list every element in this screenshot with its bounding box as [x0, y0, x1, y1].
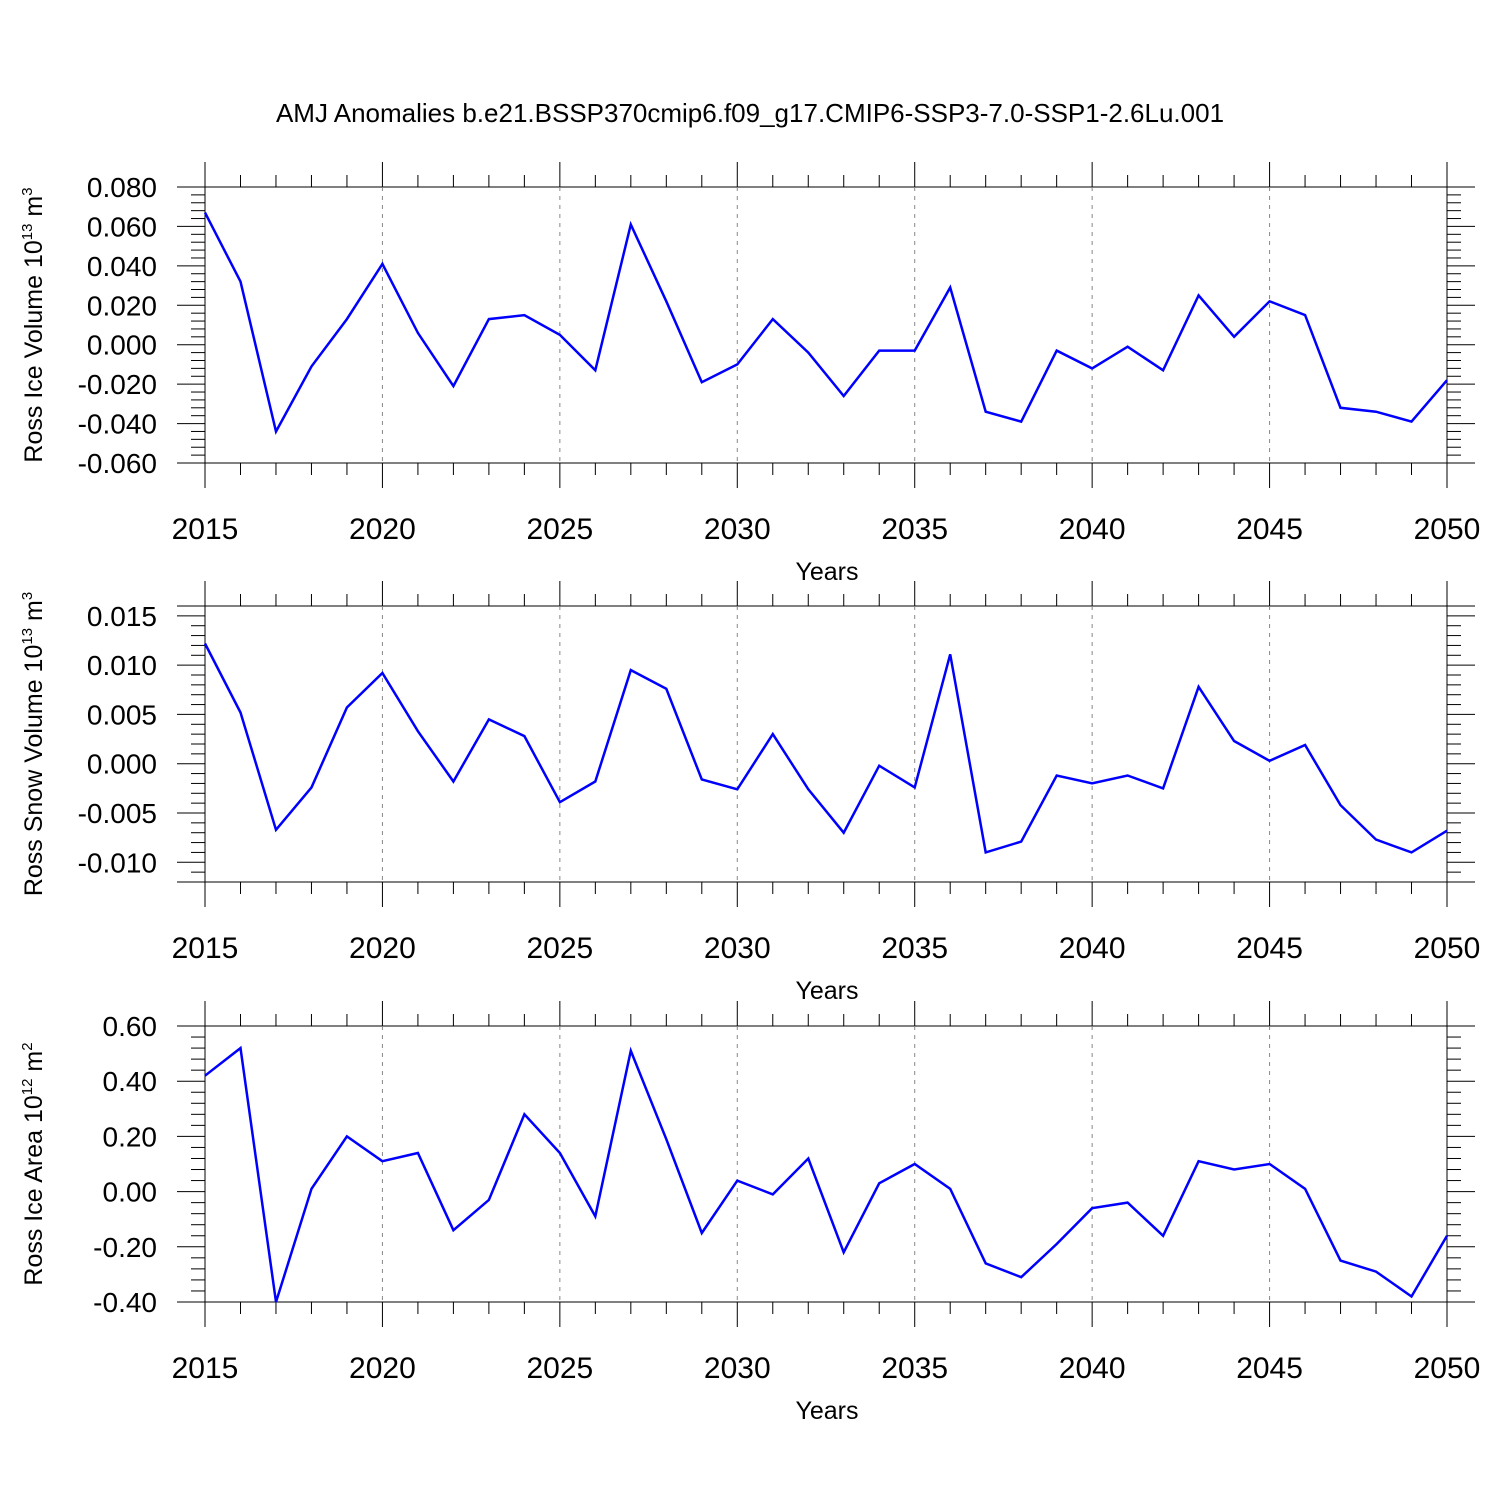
- x-tick-label: 2050: [1414, 1352, 1481, 1385]
- y-tick-label: 0.010: [87, 650, 157, 681]
- x-tick-label: 2050: [1414, 932, 1481, 965]
- y-tick-label: 0.60: [103, 1011, 158, 1042]
- figure-title: AMJ Anomalies b.e21.BSSP370cmip6.f09_g17…: [275, 98, 1225, 128]
- x-axis-label: Years: [795, 1397, 858, 1425]
- y-tick-label: 0.000: [87, 749, 157, 780]
- x-axis-label: Years: [795, 558, 858, 586]
- y-tick-label: 0.040: [87, 251, 157, 282]
- x-tick-label: 2015: [172, 1352, 239, 1385]
- x-tick-label: 2025: [526, 932, 593, 965]
- y-tick-label: 0.00: [103, 1177, 158, 1208]
- x-tick-label: 2020: [349, 1352, 416, 1385]
- chart-panel-3: -0.40 -0.20 0.00 0.20 0.40 0.60 2015 2020 2025 20…: [19, 1001, 1480, 1425]
- chart-panel-2: -0.010 -0.005 0.000 0.005 0.010 0.015 2015 2020…: [19, 581, 1480, 1005]
- chart-panel-1: -0.060 -0.040 -0.020 0.000 0.020 0.040 0.060 0.…: [19, 162, 1480, 586]
- x-axis-label: Years: [795, 977, 858, 1005]
- y-tick-label: 0.020: [87, 290, 157, 321]
- y-tick-label: -0.060: [78, 448, 157, 479]
- x-tick-label: 2045: [1236, 932, 1303, 965]
- x-tick-label: 2025: [526, 1352, 593, 1385]
- series-line-1: [203, 642, 1448, 855]
- x-tick-label: 2020: [349, 513, 416, 546]
- y-tick-label: -0.20: [93, 1232, 157, 1263]
- y-tick-label: 0.060: [87, 211, 157, 242]
- y-tick-label: 0.40: [103, 1066, 158, 1097]
- y-tick-label: -0.020: [78, 369, 157, 400]
- y-tick-label: 0.015: [87, 601, 157, 632]
- y-axis-label: Ross Ice Area 1012 m2: [19, 1042, 48, 1285]
- x-tick-label: 2025: [526, 513, 593, 546]
- series-line-1: [203, 212, 1448, 435]
- y-tick-label: -0.40: [93, 1287, 157, 1318]
- x-tick-label: 2035: [881, 513, 948, 546]
- y-tick-label: -0.005: [78, 798, 157, 829]
- x-tick-label: 2030: [704, 513, 771, 546]
- x-tick-label: 2040: [1059, 1352, 1126, 1385]
- y-tick-label: -0.010: [78, 847, 157, 878]
- x-tick-label: 2035: [881, 932, 948, 965]
- y-tick-label: 0.005: [87, 699, 157, 730]
- x-tick-label: 2030: [704, 932, 771, 965]
- y-axis-label: Ross Ice Volume 1013 m3: [19, 187, 48, 462]
- x-tick-label: 2045: [1236, 513, 1303, 546]
- y-tick-label: 0.000: [87, 330, 157, 361]
- x-tick-label: 2020: [349, 932, 416, 965]
- x-tick-label: 2015: [172, 932, 239, 965]
- x-tick-label: 2040: [1059, 932, 1126, 965]
- x-tick-label: 2015: [172, 513, 239, 546]
- y-tick-label: 0.20: [103, 1121, 158, 1152]
- x-tick-label: 2035: [881, 1352, 948, 1385]
- x-tick-label: 2045: [1236, 1352, 1303, 1385]
- y-tick-label: -0.040: [78, 409, 157, 440]
- x-tick-label: 2030: [704, 1352, 771, 1385]
- y-axis-label: Ross Snow Volume 1013 m3: [19, 592, 48, 896]
- series-line-1: [204, 1045, 1449, 1303]
- x-tick-label: 2050: [1414, 513, 1481, 546]
- y-tick-label: 0.080: [87, 172, 157, 203]
- x-tick-label: 2040: [1059, 513, 1126, 546]
